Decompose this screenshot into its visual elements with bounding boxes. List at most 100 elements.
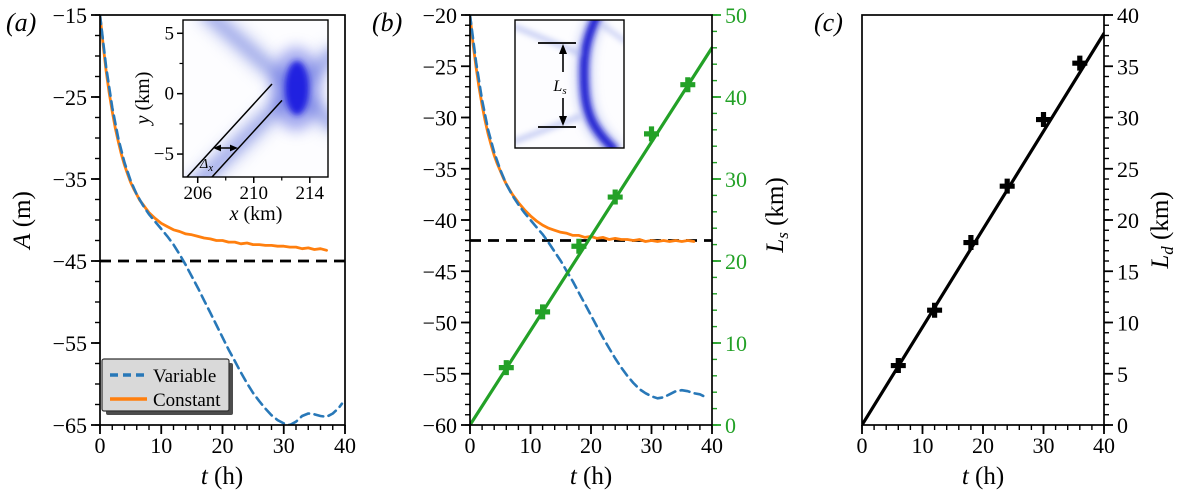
inset-a-ylabel: y (km) xyxy=(132,72,154,127)
x-axis-c: 0 10 20 30 40 xyxy=(857,425,1115,458)
inset-b-density-image xyxy=(515,20,624,148)
marker-plus-ls-points xyxy=(571,238,587,254)
series-ls-fit xyxy=(470,46,712,425)
y-tick-label: −35 xyxy=(53,167,87,192)
marker-plus-ld-points xyxy=(1036,112,1051,128)
legend: Variable Constant xyxy=(101,358,233,415)
x-tick-label: 10 xyxy=(520,433,542,458)
marker-plus-ld-points xyxy=(1072,55,1088,71)
axes-frame-c xyxy=(861,14,1105,426)
x-tick-label: 40 xyxy=(1093,433,1115,458)
y-tick-label: 40 xyxy=(725,85,747,110)
y-tick-label: −40 xyxy=(423,208,457,233)
x-tick-label: 0 xyxy=(857,433,868,458)
y-tick-label: −55 xyxy=(423,362,457,387)
y-tick-label: −60 xyxy=(423,413,457,438)
y-tick-label: 20 xyxy=(725,249,747,274)
y-axis-left-a: −15 −25 −35 −45 −55 −65 xyxy=(53,3,100,438)
x-tick-label: 40 xyxy=(334,433,356,458)
ls-inset-label: Ls xyxy=(552,78,566,97)
y-tick-label: −35 xyxy=(423,157,457,182)
y-tick-label: 10 xyxy=(725,331,747,356)
inset-x-tick-label: 214 xyxy=(296,183,325,204)
inset-b-background xyxy=(515,20,624,148)
series-ld-fit xyxy=(862,31,1104,425)
x-tick-label: 0 xyxy=(465,433,476,458)
x-tick-label: 40 xyxy=(701,433,723,458)
y-tick-label: 25 xyxy=(1117,157,1139,182)
inset-y-tick-label: 5 xyxy=(165,23,175,44)
marker-plus-ld-points xyxy=(890,358,906,374)
series-variable xyxy=(100,15,344,425)
inset-a-axes: 206 210 214 5 0 −5 xyxy=(154,23,325,204)
x-axis-a: 0 10 20 30 40 xyxy=(95,425,356,458)
panel-b-letter: (b) xyxy=(372,8,402,37)
series-group xyxy=(862,31,1104,425)
series-variable xyxy=(470,15,708,400)
panel-a-plot: 0 10 20 30 40−15−25−35−45−55−65 xyxy=(53,3,356,458)
y-axis-right-c: 0 5 10 15 20 25 30 35 40 xyxy=(1104,3,1139,438)
x-tick-label: 10 xyxy=(912,433,934,458)
panel-c-letter: (c) xyxy=(814,8,843,37)
y-tick-label: 0 xyxy=(1117,413,1128,438)
marker-plus-ls-points xyxy=(680,77,696,93)
series-group xyxy=(470,15,712,425)
panel-b-right-ylabel: Ls (km) xyxy=(762,177,792,253)
marker-plus-ls-points xyxy=(644,126,659,142)
inset-a-xlabel: x (km) xyxy=(229,203,283,225)
inset-y-tick-label: 0 xyxy=(165,84,175,105)
inset-x-tick-label: 210 xyxy=(239,183,268,204)
inset-x-tick-label: 206 xyxy=(183,183,212,204)
y-tick-label: 20 xyxy=(1117,208,1139,233)
x-tick-label: 20 xyxy=(212,433,234,458)
x-axis-b: 0 10 20 30 40 xyxy=(465,425,723,458)
marker-plus-ld-points xyxy=(963,235,979,251)
x-tick-label: 0 xyxy=(95,433,106,458)
panel-b-inset: Ls xyxy=(514,19,625,149)
inset-y-tick-label: −5 xyxy=(154,144,174,165)
axes-frame-b xyxy=(469,14,713,426)
series-group xyxy=(100,15,344,425)
x-tick-label: 30 xyxy=(1033,433,1055,458)
y-tick-label: −15 xyxy=(53,3,87,28)
panel-a-letter: (a) xyxy=(6,8,36,37)
panel-b-xlabel: t (h) xyxy=(570,463,612,490)
y-tick-label: −25 xyxy=(53,85,87,110)
inset-a-annotation: Δx xyxy=(186,83,283,178)
panel-b-plot: 0 10 20 30 40 −20 −25 −30 −35 −40 −45 −50 −55 −60 0 10 2… xyxy=(423,3,747,458)
inset-b-border xyxy=(514,19,625,149)
y-tick-label: 30 xyxy=(1117,106,1139,131)
labels: (a) (b) (c) A (m) t (h) t (h) t (h) Ls (… xyxy=(6,8,1177,490)
y-tick-label: 35 xyxy=(1117,54,1139,79)
inset-a-border xyxy=(182,19,329,178)
legend-label-variable: Variable xyxy=(153,366,216,387)
x-tick-label: 30 xyxy=(641,433,663,458)
panel-a-inset: Δx 206 210 214 5 0 −5 x (km) y (km) xyxy=(132,19,329,225)
delta-x-label: Δx xyxy=(199,157,213,174)
marker-plus-ls-points xyxy=(607,189,623,205)
marker-plus-ld-points xyxy=(999,178,1015,194)
y-tick-label: 5 xyxy=(1117,362,1128,387)
y-tick-label: 10 xyxy=(1117,311,1139,336)
x-tick-label: 10 xyxy=(150,433,172,458)
marker-plus-ls-points xyxy=(535,304,551,320)
marker-plus-ld-points xyxy=(927,302,943,318)
marker-plus-ls-points xyxy=(498,360,514,376)
y-tick-label: 50 xyxy=(725,3,747,28)
y-tick-label: −50 xyxy=(423,311,457,336)
y-tick-label: −20 xyxy=(423,3,457,28)
y-tick-label: 40 xyxy=(1117,3,1139,28)
y-tick-label: 15 xyxy=(1117,259,1139,284)
x-tick-label: 20 xyxy=(580,433,602,458)
y-tick-label: −30 xyxy=(423,106,457,131)
axes-frame-a xyxy=(99,14,346,426)
panel-a-xlabel: t (h) xyxy=(201,463,243,490)
x-tick-label: 20 xyxy=(972,433,994,458)
y-axis-right-b: 0 10 20 30 40 50 xyxy=(712,3,747,438)
panel-c-right-ylabel: Ld (km) xyxy=(1147,191,1177,269)
panel-c-xlabel: t (h) xyxy=(962,463,1004,490)
y-tick-label: 30 xyxy=(725,167,747,192)
